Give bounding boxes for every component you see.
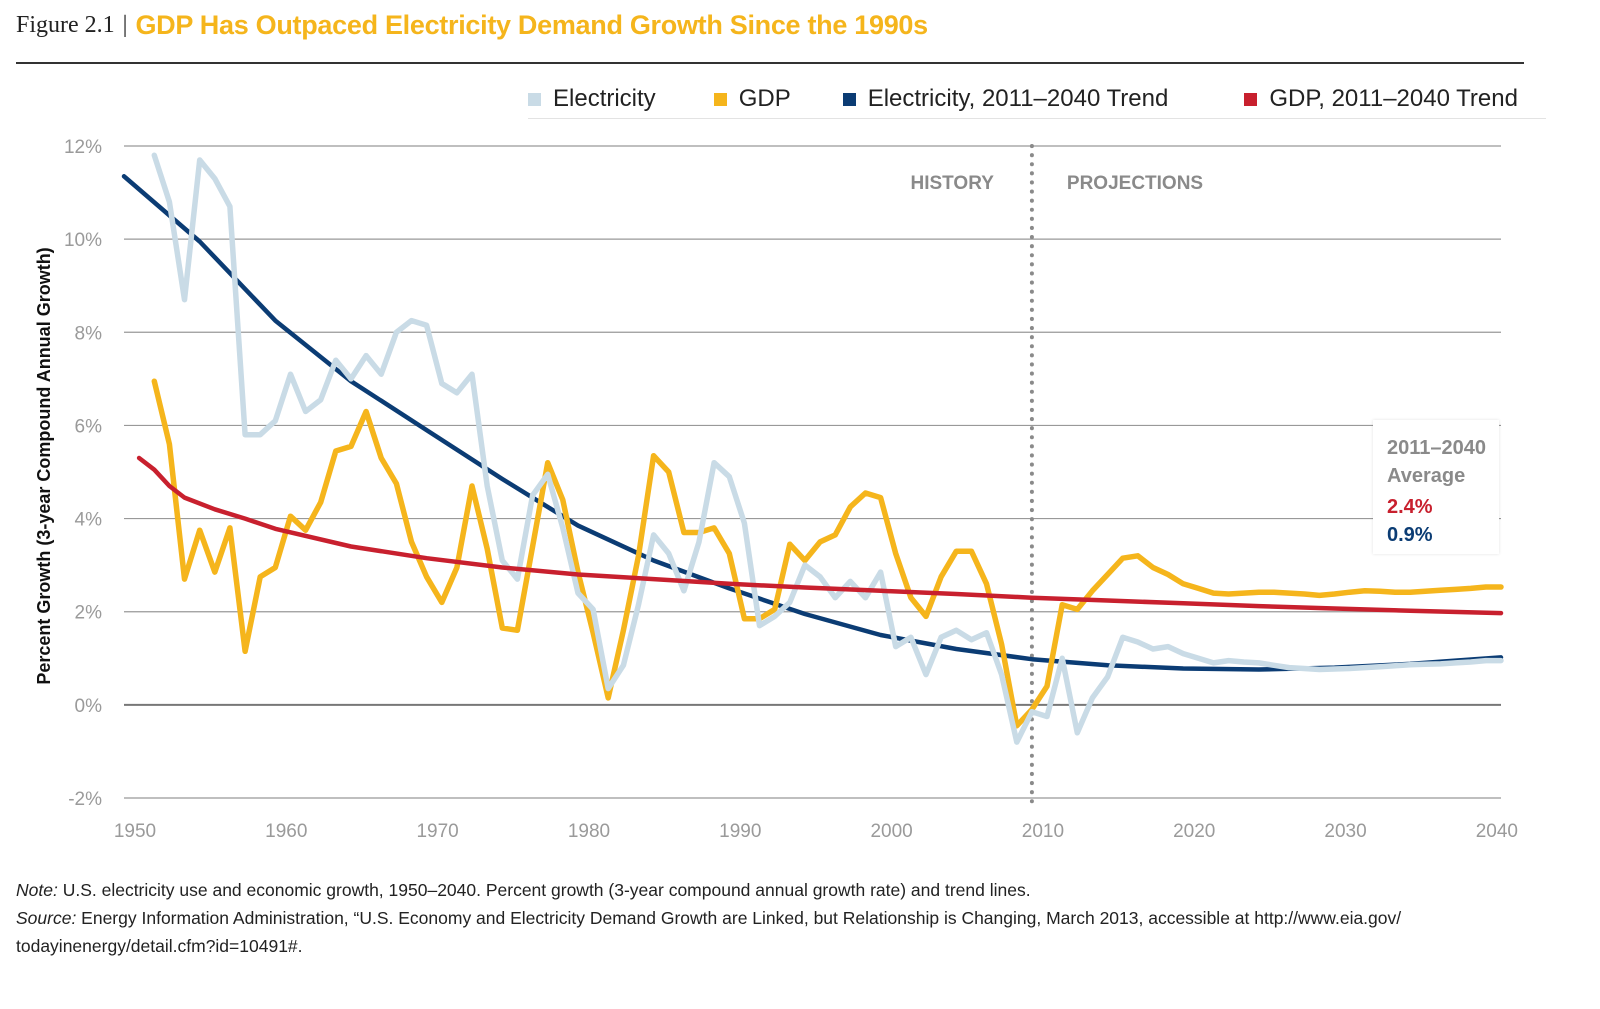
y-axis-label: Percent Growth (3-year Compound Annual G… bbox=[34, 247, 54, 684]
legend-item-electricity-trend: Electricity, 2011–2040 Trend bbox=[842, 85, 1169, 113]
x-tick-label: 2030 bbox=[1324, 821, 1366, 842]
note-text: U.S. electricity use and economic growth… bbox=[57, 880, 1031, 900]
source-line-2: todayinenergy/detail.cfm?id=10491#. bbox=[16, 936, 303, 956]
x-tick-label: 1970 bbox=[416, 821, 458, 842]
legend-label-gdp-trend: GDP, 2011–2040 Trend bbox=[1269, 85, 1518, 112]
figure-label: Figure 2.1 bbox=[16, 12, 115, 38]
header-separator: | bbox=[122, 12, 128, 38]
legend-label-electricity-trend: Electricity, 2011–2040 Trend bbox=[867, 85, 1169, 112]
average-title-line2: Average bbox=[1387, 465, 1466, 487]
x-tick-label: 2000 bbox=[870, 821, 912, 842]
history-label: HISTORY bbox=[911, 173, 995, 194]
x-tick-label: 1990 bbox=[719, 821, 761, 842]
y-tick-label: 6% bbox=[75, 416, 103, 437]
x-tick-label: 1960 bbox=[265, 821, 307, 842]
legend-label-gdp: GDP bbox=[738, 85, 791, 112]
y-tick-label: -2% bbox=[68, 789, 102, 810]
y-tick-label: 8% bbox=[75, 323, 103, 344]
average-title: 2011–2040 Average bbox=[1387, 434, 1486, 490]
y-tick-label: 4% bbox=[75, 510, 103, 531]
figure-header: Figure 2.1 | GDP Has Outpaced Electricity … bbox=[16, 10, 928, 50]
header-rule bbox=[16, 62, 1524, 64]
average-gdp-value: 2.4% bbox=[1387, 496, 1433, 518]
legend-item-gdp-trend: GDP, 2011–2040 Trend bbox=[1244, 85, 1518, 113]
chart-legend: Electricity GDP Electricity, 2011–2040 T… bbox=[528, 80, 1546, 119]
legend-label-electricity: Electricity bbox=[553, 85, 656, 112]
x-tick-label: 2020 bbox=[1173, 821, 1215, 842]
series-line-gdp-trend bbox=[136, 455, 1504, 616]
legend-item-gdp: GDP bbox=[713, 85, 791, 113]
average-callout: 2011–2040 Average 2.4% 0.9% bbox=[1373, 420, 1499, 554]
x-tick-label: 1950 bbox=[114, 821, 156, 842]
x-tick-label: 2040 bbox=[1476, 821, 1518, 842]
x-tick-label: 1980 bbox=[568, 821, 610, 842]
y-tick-label: 2% bbox=[75, 603, 103, 624]
legend-swatch-gdp bbox=[713, 92, 727, 106]
figure-notes: Note: U.S. electricity use and economic … bbox=[16, 876, 1576, 960]
note-label: Note: bbox=[16, 880, 58, 900]
source-label: Source: bbox=[16, 908, 77, 928]
y-tick-label: 0% bbox=[75, 696, 103, 717]
average-title-line1: 2011–2040 bbox=[1387, 437, 1487, 459]
legend-swatch-electricity bbox=[528, 92, 541, 106]
x-tick-label: 2010 bbox=[1022, 821, 1064, 842]
y-tick-label: 10% bbox=[64, 230, 102, 251]
projections-label: PROJECTIONS bbox=[1067, 173, 1203, 194]
chart-svg: -2% 0% 2% 4% 6% 8% 10% 12% 1950 1960 1970 1980 1990 2… bbox=[34, 137, 1518, 842]
legend-swatch-electricity-trend bbox=[842, 92, 856, 106]
note-line: Note: U.S. electricity use and economic … bbox=[16, 876, 1576, 904]
legend-swatch-gdp-trend bbox=[1244, 92, 1258, 106]
series-line-electricity bbox=[151, 152, 1504, 745]
legend-item-electricity: Electricity bbox=[528, 85, 656, 113]
y-tick-label: 12% bbox=[64, 137, 102, 158]
source-line: Source: Energy Information Administratio… bbox=[16, 904, 1576, 932]
source-text: Energy Information Administration, “U.S.… bbox=[76, 908, 1402, 928]
chart-title: GDP Has Outpaced Electricity Demand Grow… bbox=[135, 10, 928, 40]
average-electricity-value: 0.9% bbox=[1387, 524, 1433, 546]
series-line-gdp bbox=[151, 378, 1504, 729]
